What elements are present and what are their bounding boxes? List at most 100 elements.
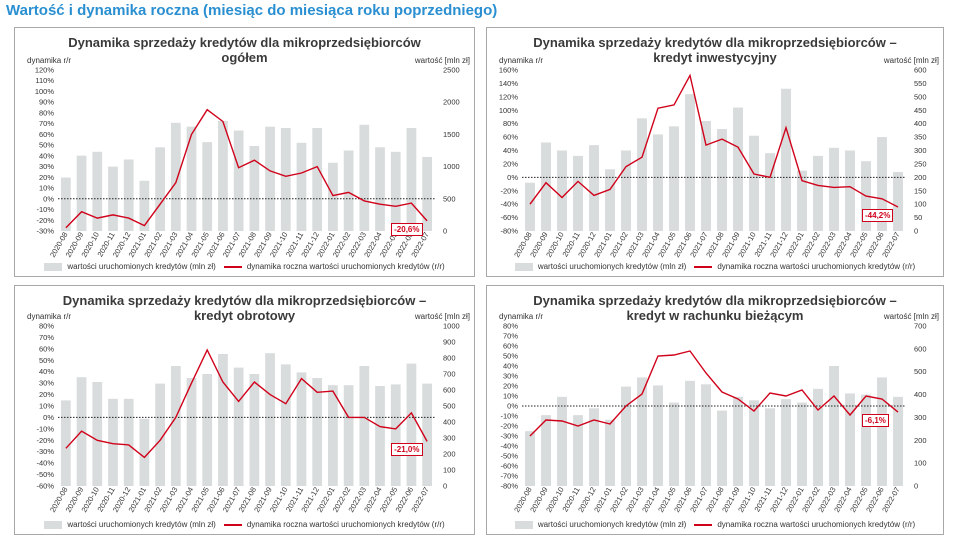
y-left-tick: 30%	[503, 372, 518, 381]
bar-2022-03	[829, 147, 839, 231]
y-left-tick: 90%	[39, 98, 54, 107]
y-left-tick: 80%	[39, 322, 54, 331]
bar-2021-11	[296, 142, 307, 231]
y-right-tick: 500	[914, 92, 927, 101]
y-right-tick: 1500	[443, 130, 460, 139]
bar-2021-10	[749, 135, 759, 231]
chart-legend: wartości uruchomionych kredytów (mln zł)…	[487, 520, 943, 529]
bar-2022-03	[829, 366, 839, 486]
y-right-tick: 200	[914, 173, 927, 182]
y-right-tick: 0	[914, 227, 918, 236]
y-left-tick: 70%	[39, 119, 54, 128]
legend-swatch-bar	[514, 520, 533, 529]
y-right-tick: 100	[443, 466, 456, 475]
y-left-tick: 60%	[39, 130, 54, 139]
y-left-tick: 0%	[43, 413, 54, 422]
y-axis-right-label: wartość [mln zł]	[883, 312, 939, 321]
y-left-tick: -50%	[36, 470, 54, 479]
chart-title-line2: ogółem	[221, 50, 268, 65]
bar-2021-06	[218, 120, 228, 231]
y-left-tick: 50%	[503, 352, 518, 361]
y-left-tick: 100%	[499, 106, 519, 115]
bar-2022-01	[797, 170, 807, 231]
legend-item-line: dynamika roczna wartości uruchomionych k…	[694, 520, 915, 529]
y-left-tick: 30%	[39, 379, 54, 388]
page-title: Wartość i dynamika roczna (miesiąc do mi…	[6, 2, 498, 19]
bar-2020-12	[123, 159, 134, 231]
bar-2021-06	[685, 94, 695, 232]
y-left-tick: 20%	[39, 173, 54, 182]
y-right-tick: 0	[914, 482, 918, 491]
bar-2022-01	[328, 385, 338, 486]
y-right-tick: 800	[443, 354, 456, 363]
bar-2021-07	[701, 120, 711, 231]
y-right-tick: 600	[914, 66, 927, 75]
y-right-tick: 450	[914, 106, 927, 115]
y-left-tick: -50%	[500, 452, 518, 461]
y-right-tick: 1000	[443, 162, 460, 171]
bar-2020-12	[589, 145, 599, 231]
y-left-tick: 20%	[39, 390, 54, 399]
chart-title: Dynamika sprzedaży kredytów dla mikroprz…	[487, 293, 943, 323]
y-axis-right-label: wartość [mln zł]	[883, 56, 939, 65]
legend-item-bars: wartości uruchomionych kredytów (mln zł)	[44, 520, 216, 529]
chart-legend: wartości uruchomionych kredytów (mln zł)…	[15, 520, 474, 529]
y-left-tick: 110%	[35, 76, 54, 85]
last-value-callout: -44,2%	[862, 208, 894, 222]
growth-line	[529, 350, 899, 437]
chart-title: Dynamika sprzedaży kredytów dla mikroprz…	[487, 35, 943, 65]
legend-label-bars: wartości uruchomionych kredytów (mln zł)	[67, 262, 216, 271]
bar-2020-10	[92, 382, 103, 486]
y-right-tick: 600	[914, 344, 927, 353]
bar-2021-05	[202, 142, 213, 231]
bar-2022-04	[375, 147, 385, 231]
legend-label-line: dynamika roczna wartości uruchomionych k…	[246, 262, 445, 271]
legend-swatch-bar	[514, 262, 533, 271]
bar-2021-03	[170, 122, 181, 231]
chart-panel-total: Dynamika sprzedaży kredytów dla mikroprz…	[14, 27, 475, 277]
y-axis-left-label: dynamika r/r	[27, 312, 72, 321]
bar-2020-08	[525, 182, 535, 231]
y-right-tick: 600	[443, 386, 456, 395]
y-right-tick: 100	[914, 200, 927, 209]
chart-title-line1: Dynamika sprzedaży kredytów dla mikroprz…	[62, 293, 427, 308]
chart-svg: 80% 70% 60% 50% 40% 30% 20% 10% 0% -10% -20% -30% -4…	[36, 322, 459, 514]
y-left-tick: 10%	[39, 402, 54, 411]
y-right-tick: 0	[443, 482, 447, 491]
bar-2021-10	[280, 127, 291, 231]
bar-2020-08	[60, 177, 71, 231]
y-left-tick: -70%	[500, 472, 518, 481]
bar-2022-02	[813, 388, 823, 486]
y-left-tick: 60%	[503, 133, 518, 142]
y-left-tick: 100%	[35, 87, 55, 96]
y-left-tick: 0%	[43, 194, 54, 203]
chart-title: Dynamika sprzedaży kredytów dla mikroprz…	[15, 293, 474, 323]
y-left-tick: -80%	[500, 482, 518, 491]
bar-2021-09	[265, 353, 275, 486]
y-left-tick: -30%	[36, 447, 54, 456]
y-right-tick: 150	[914, 186, 927, 195]
y-right-tick: 200	[914, 436, 927, 445]
chart-title-line1: Dynamika sprzedaży kredytów dla mikroprz…	[533, 293, 897, 308]
bar-2021-11	[296, 372, 307, 486]
bar-2021-02	[621, 150, 631, 231]
bar-2021-07	[233, 367, 244, 486]
y-left-tick: 50%	[39, 141, 54, 150]
bar-2021-12	[781, 399, 791, 486]
bar-2021-02	[155, 383, 165, 486]
bar-2020-08	[60, 400, 71, 486]
bar-2021-11	[765, 408, 775, 486]
bar-2022-07	[422, 156, 433, 231]
y-axis-left-label: dynamika r/r	[499, 56, 544, 65]
bar-2020-09	[541, 415, 551, 486]
legend-swatch-line	[694, 523, 713, 526]
y-left-tick: 120%	[499, 92, 519, 101]
legend-swatch-line	[694, 265, 713, 268]
y-left-tick: 0%	[507, 402, 518, 411]
y-axis-left-label: dynamika r/r	[27, 56, 72, 65]
legend-item-line: dynamika roczna wartości uruchomionych k…	[223, 262, 445, 271]
bar-2022-02	[343, 385, 354, 486]
bar-2021-02	[155, 147, 165, 231]
y-left-tick: 80%	[39, 108, 54, 117]
bar-2020-11	[108, 398, 118, 486]
